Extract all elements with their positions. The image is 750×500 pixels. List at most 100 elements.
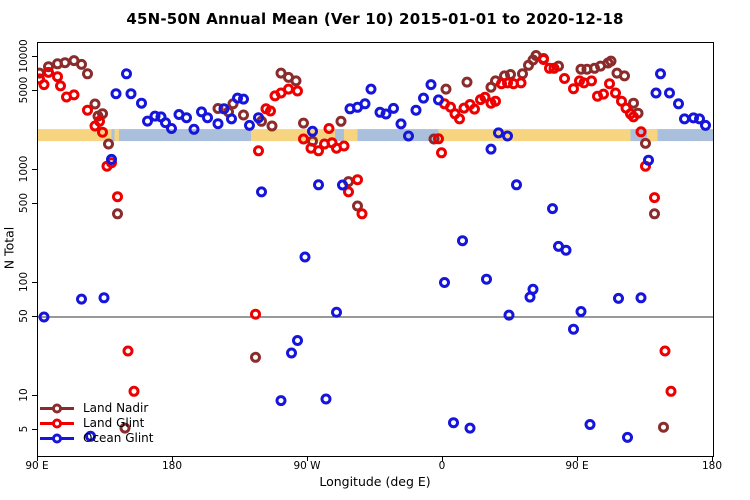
x-tick-mark (172, 456, 173, 461)
data-point (292, 85, 303, 97)
data-point (265, 105, 276, 117)
data-point (664, 87, 675, 99)
data-point (481, 273, 492, 285)
data-point (461, 76, 473, 88)
y-tick-mark (32, 282, 37, 283)
y-tick-mark (32, 395, 37, 396)
data-point (635, 126, 647, 138)
data-point (320, 393, 332, 405)
data-point (343, 186, 354, 198)
land-ocean-band-segment (335, 129, 344, 142)
data-point (548, 62, 560, 74)
data-point (68, 89, 80, 101)
data-point (313, 145, 324, 157)
data-point (299, 251, 311, 263)
data-point (575, 306, 587, 317)
data-point (538, 54, 549, 65)
y-tick-mark (32, 169, 37, 170)
data-point (527, 283, 539, 295)
data-point (98, 292, 110, 304)
data-point (457, 235, 468, 247)
y-tick-label: 10000 (18, 39, 30, 73)
data-point (502, 130, 513, 142)
data-point (218, 103, 230, 115)
data-point (307, 125, 318, 137)
data-point (232, 92, 243, 104)
data-point (635, 292, 647, 304)
data-point (97, 126, 108, 138)
data-point (418, 92, 429, 104)
data-point (454, 113, 465, 125)
data-point (119, 422, 131, 434)
data-point (202, 112, 213, 124)
data-point (694, 113, 705, 125)
data-point (559, 73, 570, 84)
data-point (196, 106, 207, 118)
data-point (658, 421, 669, 433)
data-point (688, 112, 699, 124)
data-point (256, 186, 267, 198)
data-point (433, 133, 444, 145)
data-point (82, 68, 93, 80)
data-point (82, 104, 93, 116)
data-point (283, 83, 294, 95)
x-tick-mark (712, 456, 713, 461)
land-ocean-band-segment (38, 129, 112, 142)
data-point (388, 102, 399, 114)
data-point (659, 345, 671, 357)
data-point (568, 83, 579, 95)
x-tick-label: 180 (701, 460, 723, 472)
data-point (469, 103, 480, 115)
y-tick-mark (32, 316, 37, 317)
data-point (428, 133, 440, 145)
data-point (181, 112, 192, 124)
data-point (547, 203, 558, 215)
x-tick-label: 0 (438, 460, 446, 472)
data-point (244, 119, 255, 131)
data-point (335, 115, 347, 127)
data-point (485, 143, 497, 155)
legend-marker-icon (40, 418, 74, 429)
land-ocean-band-segment (357, 129, 439, 142)
x-tick-label: 180 (161, 460, 183, 472)
data-point (433, 94, 444, 106)
data-point (493, 127, 504, 139)
legend-item-label: Ocean Glint (83, 431, 154, 445)
data-point (238, 93, 249, 105)
land-ocean-band-segment (114, 129, 119, 142)
data-point (640, 137, 651, 149)
data-point (374, 106, 386, 118)
data-point (610, 87, 621, 99)
y-tick-label: 5 (18, 425, 30, 433)
data-point (76, 58, 87, 70)
data-point (622, 431, 633, 443)
data-point (586, 75, 597, 87)
data-point (338, 140, 350, 152)
legend-item-label: Land Nadir (83, 401, 149, 415)
legend: Land Nadir Land Glint Ocean Glint (40, 401, 153, 446)
data-point (628, 97, 639, 109)
data-point (142, 115, 153, 127)
data-point (275, 395, 287, 407)
legend-item: Land Glint (40, 416, 153, 431)
legend-marker-icon (40, 403, 74, 414)
data-point (38, 311, 50, 323)
data-point (403, 130, 414, 142)
data-point (517, 68, 528, 80)
data-point (655, 68, 666, 80)
data-point (212, 118, 224, 130)
y-tick-label: 100 (18, 271, 30, 293)
plot-canvas (38, 50, 713, 443)
data-point (649, 208, 660, 220)
data-point (503, 309, 515, 321)
data-point (103, 138, 114, 150)
chart-title: 45N-50N Annual Mean (Ver 10) 2015-01-01 … (126, 10, 624, 28)
data-point (226, 113, 237, 125)
data-point (613, 292, 624, 304)
data-point (125, 88, 137, 100)
y-tick-label: 1000 (18, 155, 30, 183)
x-tick-mark (577, 456, 578, 461)
data-point (604, 78, 615, 90)
data-point (266, 120, 278, 132)
